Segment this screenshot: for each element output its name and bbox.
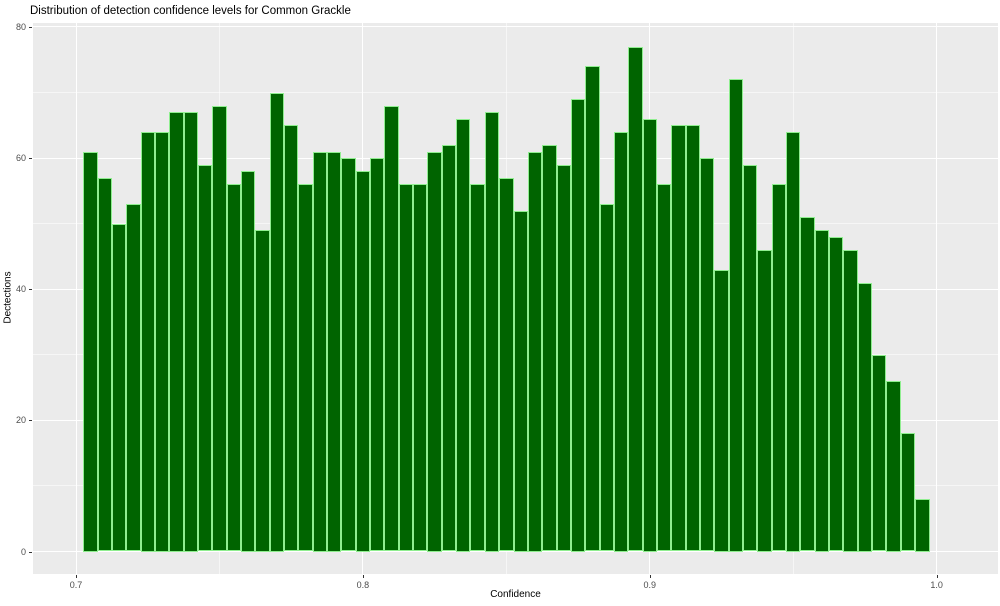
y-tick-mark	[29, 158, 32, 160]
histogram-bar	[370, 158, 385, 552]
histogram-bar	[111, 223, 127, 552]
histogram-bar	[341, 158, 356, 552]
histogram-bar	[743, 164, 758, 552]
histogram-bar	[255, 230, 270, 552]
histogram-bar	[413, 184, 428, 552]
y-tick-label: 60	[15, 153, 26, 164]
y-major-gridline	[33, 157, 998, 159]
y-tick-mark	[29, 420, 32, 422]
histogram-bar	[656, 184, 672, 552]
histogram-bar	[872, 354, 887, 552]
histogram-bar	[327, 151, 342, 552]
histogram-bar	[728, 79, 744, 552]
y-tick-label: 80	[15, 21, 26, 32]
histogram-bar	[499, 177, 514, 552]
histogram-bar	[685, 125, 700, 552]
y-tick-label: 20	[15, 415, 26, 426]
histogram-bar	[484, 112, 500, 552]
x-tick-mark	[936, 575, 938, 578]
histogram-bar	[527, 151, 543, 552]
histogram-bar	[843, 249, 858, 552]
x-major-gridline	[75, 23, 77, 574]
histogram-bar	[197, 164, 213, 552]
y-major-gridline	[33, 26, 998, 28]
histogram-bar	[542, 144, 557, 552]
histogram-bar	[829, 236, 844, 552]
x-tick-mark	[649, 575, 651, 578]
histogram-bar	[613, 131, 629, 552]
plot-panel	[33, 23, 998, 574]
histogram-bar	[240, 171, 256, 552]
histogram-bar	[556, 164, 571, 552]
y-minor-gridline	[33, 92, 998, 93]
histogram-bar	[513, 210, 528, 552]
histogram-bar	[900, 433, 916, 552]
histogram-bar	[714, 269, 729, 552]
histogram-bar	[312, 151, 328, 552]
histogram-bar	[628, 46, 643, 552]
histogram-bar	[398, 184, 414, 552]
y-tick-label: 40	[15, 284, 26, 295]
histogram-bar	[97, 177, 112, 552]
histogram-bar	[757, 249, 772, 552]
histogram-bar	[269, 92, 284, 552]
histogram-bar	[570, 99, 586, 552]
x-tick-label: 0.7	[69, 580, 83, 590]
histogram-bar	[857, 282, 873, 552]
histogram-bar	[183, 112, 198, 552]
histogram-bar	[585, 66, 600, 552]
histogram-bar	[599, 203, 614, 552]
histogram-bar	[226, 184, 241, 552]
x-axis-title: Confidence	[490, 589, 541, 600]
y-tick-label: 0	[20, 546, 26, 557]
histogram-bar	[470, 184, 485, 552]
histogram-bar	[140, 131, 155, 552]
histogram-bar	[642, 118, 657, 552]
histogram-bar	[212, 105, 227, 552]
x-tick-mark	[76, 575, 77, 578]
histogram-bar	[355, 171, 371, 552]
histogram-bar	[886, 381, 901, 552]
x-tick-label: 0.8	[356, 580, 370, 590]
histogram-bar	[800, 217, 815, 552]
histogram-bar	[771, 184, 787, 552]
histogram-bar	[700, 158, 715, 552]
y-tick-mark	[29, 289, 32, 291]
histogram-bar	[154, 131, 170, 552]
histogram-bar	[384, 105, 399, 552]
x-major-gridline	[936, 23, 938, 574]
histogram-bar	[814, 230, 830, 552]
x-tick-mark	[362, 575, 364, 578]
x-tick-label: 0.9	[643, 580, 657, 590]
histogram-bar	[284, 125, 299, 552]
chart-title: Distribution of detection confidence lev…	[30, 5, 351, 17]
y-tick-mark	[29, 551, 32, 553]
histogram-bar	[126, 203, 141, 552]
y-axis-title: Dectections	[2, 271, 14, 324]
x-tick-label: 1.0	[930, 580, 943, 590]
histogram-bar	[169, 112, 184, 552]
histogram-bar	[427, 151, 442, 552]
histogram-bar	[298, 184, 313, 552]
histogram-bar	[456, 118, 471, 552]
histogram-bar	[441, 144, 457, 552]
y-major-gridline	[33, 551, 998, 552]
histogram-bar	[83, 151, 98, 552]
histogram-bar	[786, 131, 801, 552]
y-tick-mark	[29, 26, 32, 28]
histogram-bar	[915, 499, 930, 552]
histogram-bar	[671, 125, 686, 552]
